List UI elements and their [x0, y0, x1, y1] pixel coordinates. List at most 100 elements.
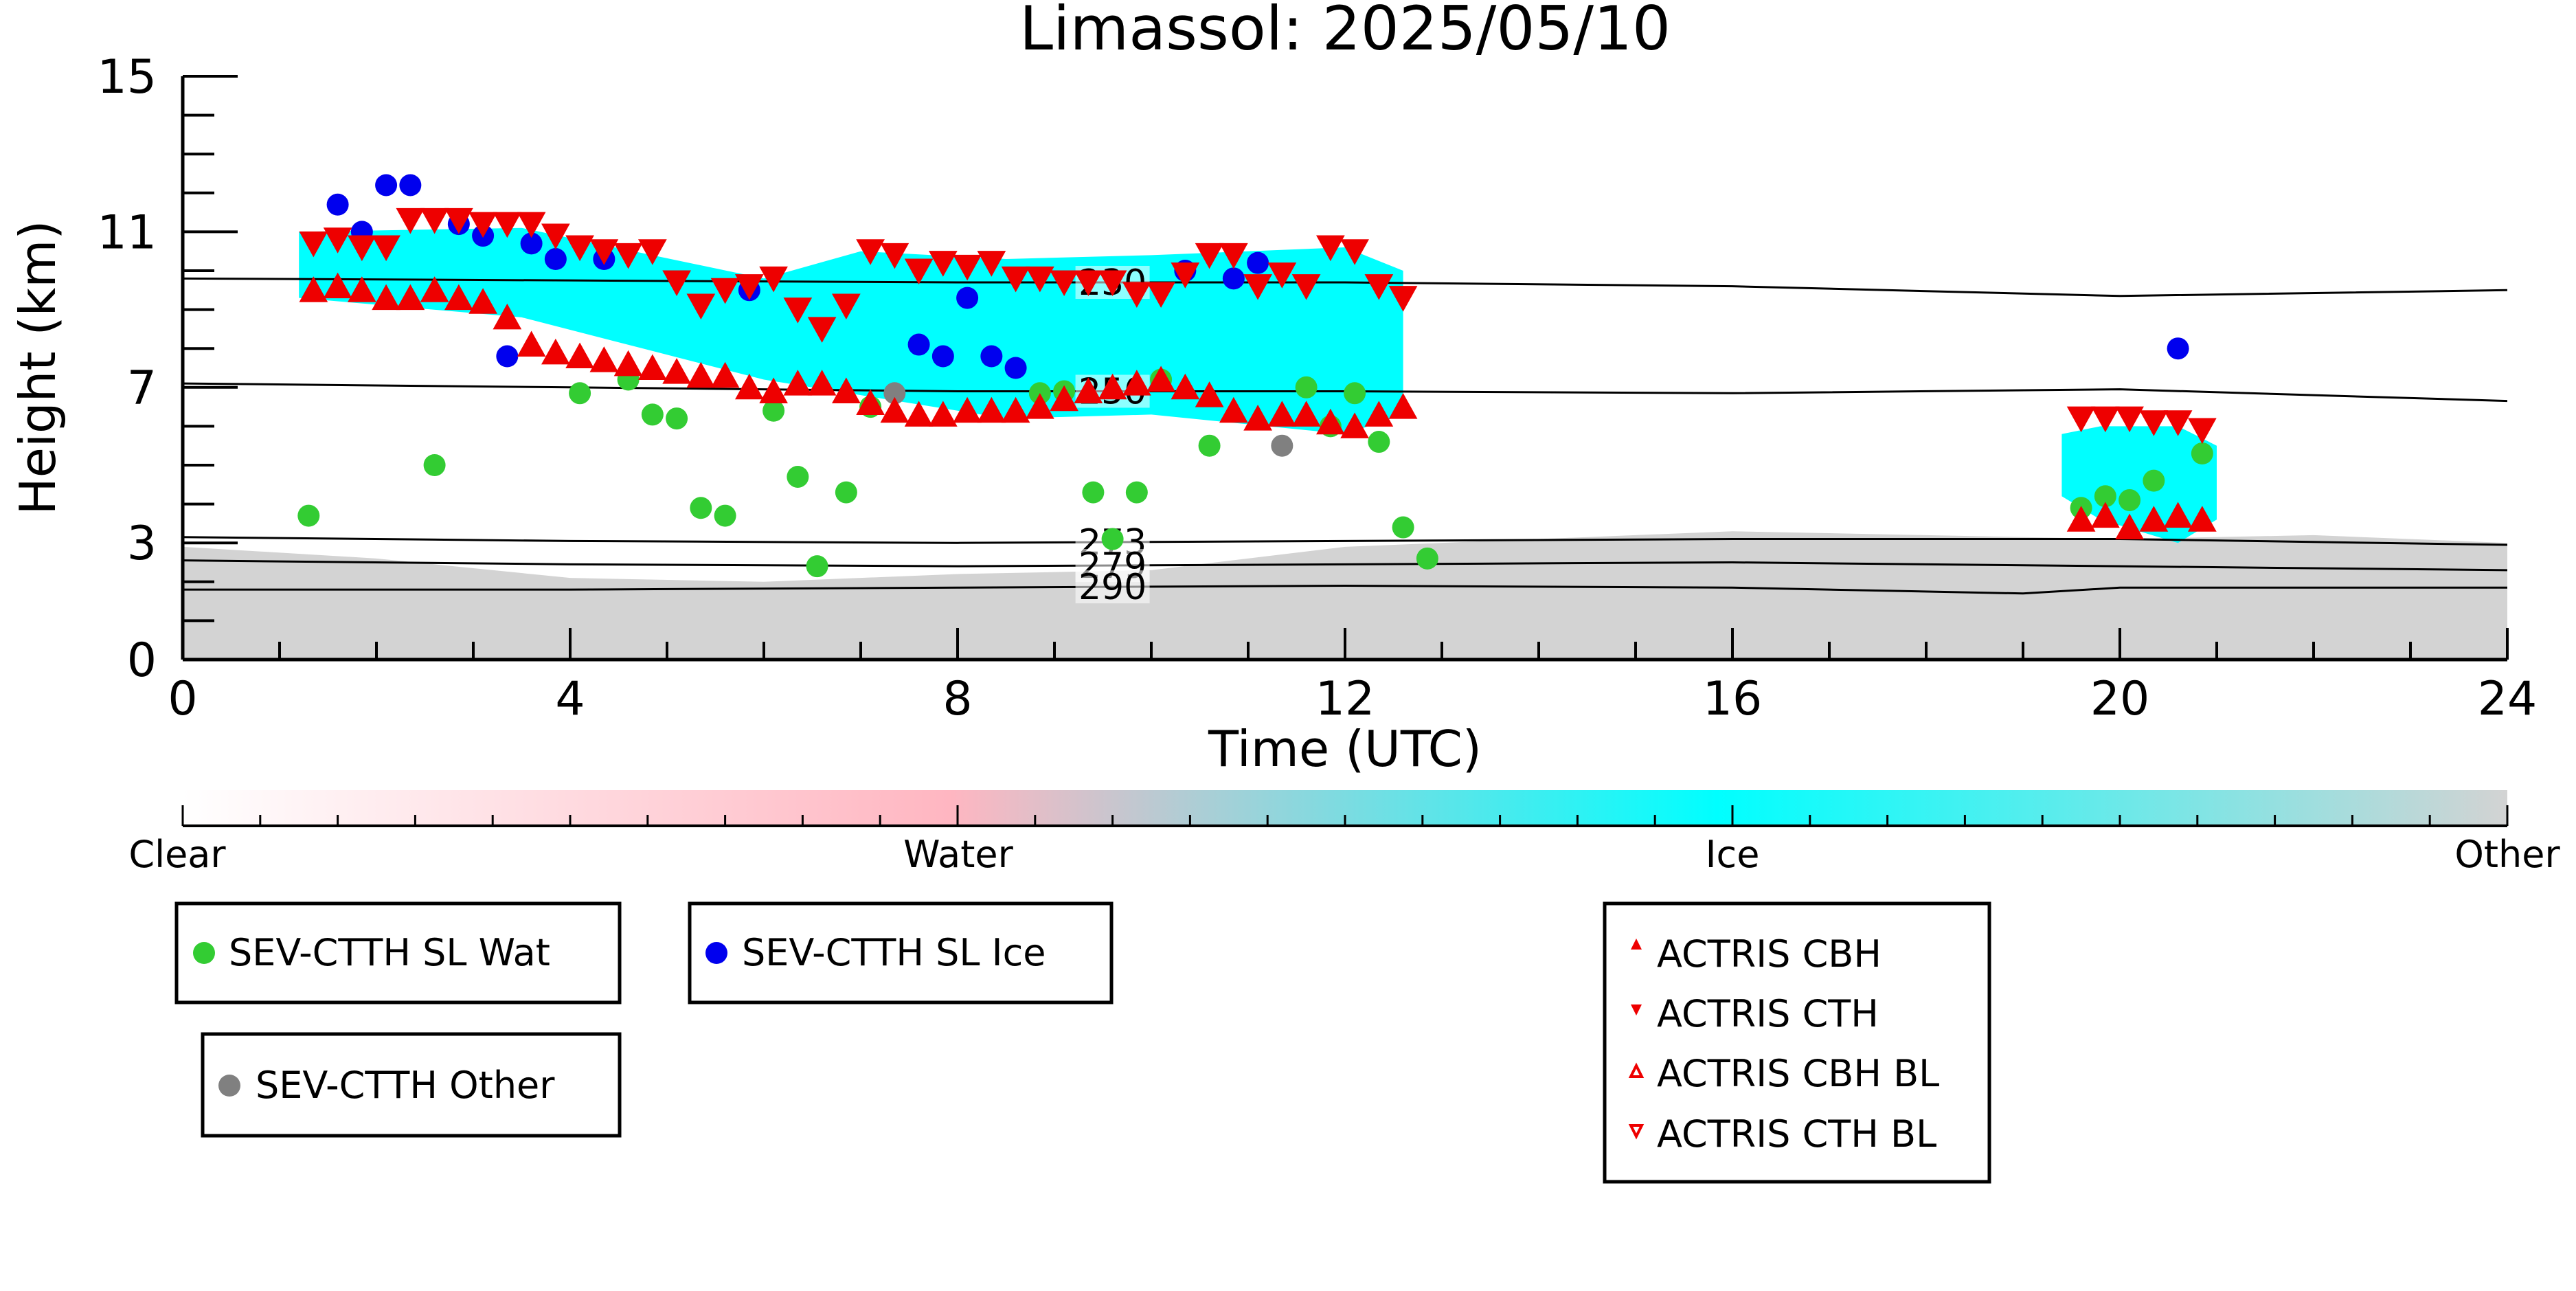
- marker-actris-cth: [832, 293, 861, 319]
- marker-actris-cbh: [2115, 513, 2144, 540]
- y-tick-label: 15: [97, 50, 157, 104]
- marker-actris-cth: [904, 258, 934, 285]
- marker-actris-cbh: [1026, 393, 1054, 419]
- colorbar-ticks: [181, 805, 2509, 827]
- legend-label-sev-other: SEV-CTTH Other: [256, 1064, 555, 1107]
- marker-actris-cth: [1267, 262, 1297, 289]
- x-tick-label: 8: [942, 672, 972, 726]
- marker-sev-ctth-sl-wat: [1125, 481, 1148, 504]
- marker-actris-cth: [662, 270, 691, 297]
- marker-sev-ctth-sl-wat: [762, 399, 785, 422]
- marker-actris-cth: [348, 235, 376, 262]
- marker-sev-ctth-sl-ice: [980, 345, 1003, 368]
- legend-marker-actris-cbh-bl: [1628, 1062, 1645, 1078]
- marker-actris-cbh: [1098, 373, 1127, 400]
- marker-actris-cth: [783, 298, 813, 324]
- y-tick-label: 3: [127, 517, 157, 571]
- marker-sev-ctth-sl-wat: [806, 555, 828, 578]
- legend-marker-actris-cth-bl: [1628, 1124, 1645, 1140]
- marker-actris-cth: [759, 266, 788, 293]
- marker-sev-ctth-sl-ice: [956, 287, 979, 309]
- data-markers: [297, 174, 2217, 578]
- marker-sev-ctth-sl-ice: [520, 232, 543, 255]
- marker-actris-cbh: [2163, 502, 2193, 528]
- marker-sev-ctth-sl-wat: [1198, 434, 1221, 457]
- marker-sev-ctth-sl-ice: [496, 345, 519, 368]
- isotherm-label-290: 290: [1078, 567, 1146, 608]
- marker-actris-cbh: [323, 272, 352, 299]
- marker-actris-cbh: [2139, 506, 2169, 532]
- marker-sev-ctth-sl-wat: [1368, 431, 1390, 453]
- marker-sev-ctth-sl-ice: [399, 174, 422, 197]
- marker-sev-ctth-sl-wat: [2191, 442, 2213, 465]
- marker-actris-cbh: [929, 401, 958, 427]
- legend-label-actris-cbh-bl: ACTRIS CBH BL: [1657, 1052, 1939, 1095]
- marker-actris-cbh: [1340, 412, 1369, 438]
- marker-sev-ctth-sl-ice: [907, 333, 930, 356]
- marker-sev-ctth-other: [883, 382, 906, 405]
- marker-actris-cbh: [2066, 506, 2096, 532]
- x-tick-label: 0: [168, 672, 197, 726]
- y-tick-label: 11: [97, 205, 157, 260]
- marker-actris-cth: [1122, 282, 1151, 308]
- marker-sev-ctth-sl-wat: [1344, 382, 1366, 405]
- isotherm-label-bg-290: [1075, 570, 1150, 604]
- marker-actris-cth: [2091, 406, 2120, 433]
- legend-actris: ACTRIS CBH ACTRIS CTH ACTRIS CBH BL ACTR…: [1603, 901, 1991, 1184]
- marker-actris-cbh: [710, 361, 740, 388]
- marker-actris-cth: [589, 239, 619, 265]
- marker-actris-cth: [396, 207, 425, 234]
- marker-actris-cth: [613, 243, 643, 269]
- marker-actris-cth: [1026, 266, 1054, 293]
- legend-sev-wat: SEV-CTTH SL Wat: [174, 901, 622, 1004]
- marker-actris-cth: [2188, 418, 2217, 445]
- marker-actris-cth: [468, 212, 497, 238]
- marker-actris-cth: [1098, 270, 1127, 297]
- marker-actris-cbh: [1267, 401, 1297, 427]
- marker-actris-cbh: [565, 342, 594, 369]
- marker-actris-cth: [299, 231, 328, 258]
- x-tick-label: 20: [2090, 672, 2150, 726]
- marker-actris-cbh: [2188, 506, 2217, 532]
- marker-actris-cbh: [880, 396, 909, 423]
- marker-actris-cth: [372, 235, 400, 262]
- marker-actris-cth: [929, 251, 958, 277]
- marker-actris-cth: [1316, 235, 1345, 262]
- marker-sev-ctth-sl-ice: [375, 174, 398, 197]
- marker-actris-cth: [1340, 239, 1369, 265]
- legend-sev-other: SEV-CTTH Other: [201, 1032, 622, 1138]
- marker-actris-cth: [2139, 410, 2169, 436]
- marker-sev-ctth-sl-wat: [2143, 469, 2165, 492]
- marker-sev-ctth-sl-wat: [787, 465, 809, 488]
- marker-actris-cth: [444, 207, 473, 234]
- colorbar-label-other: Other: [2454, 833, 2560, 876]
- marker-actris-cth: [1243, 274, 1272, 300]
- marker-actris-cth: [880, 243, 909, 269]
- marker-actris-cth: [638, 239, 667, 265]
- legend-label-sev-wat: SEV-CTTH SL Wat: [229, 931, 550, 974]
- marker-actris-cbh: [468, 288, 497, 314]
- marker-actris-cbh: [396, 284, 425, 311]
- marker-actris-cth: [710, 278, 740, 304]
- marker-actris-cbh: [2091, 502, 2120, 528]
- marker-sev-ctth-sl-wat: [1295, 376, 1318, 398]
- marker-actris-cbh: [904, 401, 934, 427]
- marker-actris-cbh: [686, 361, 716, 388]
- legend-marker-actris-cth: [1631, 1004, 1642, 1015]
- isotherm-290: [183, 584, 2507, 595]
- marker-sev-ctth-sl-ice: [1004, 357, 1027, 379]
- marker-actris-cbh: [735, 373, 764, 400]
- marker-actris-cbh: [1001, 396, 1030, 423]
- marker-actris-cth: [1219, 243, 1248, 269]
- marker-actris-cbh: [977, 396, 1006, 423]
- marker-actris-cbh: [1316, 408, 1345, 435]
- legend-marker-sev-wat: [193, 942, 215, 964]
- marker-actris-cth: [735, 274, 764, 300]
- plot-axes: 0 4 8 12 16 20 24 0 3 7 11 15: [97, 50, 2537, 726]
- marker-actris-cth: [1364, 274, 1394, 300]
- marker-actris-cbh: [953, 396, 982, 423]
- marker-actris-cbh: [299, 276, 328, 302]
- y-tick-label: 7: [127, 361, 157, 416]
- marker-actris-cbh: [420, 276, 449, 302]
- marker-actris-cth: [1146, 282, 1175, 308]
